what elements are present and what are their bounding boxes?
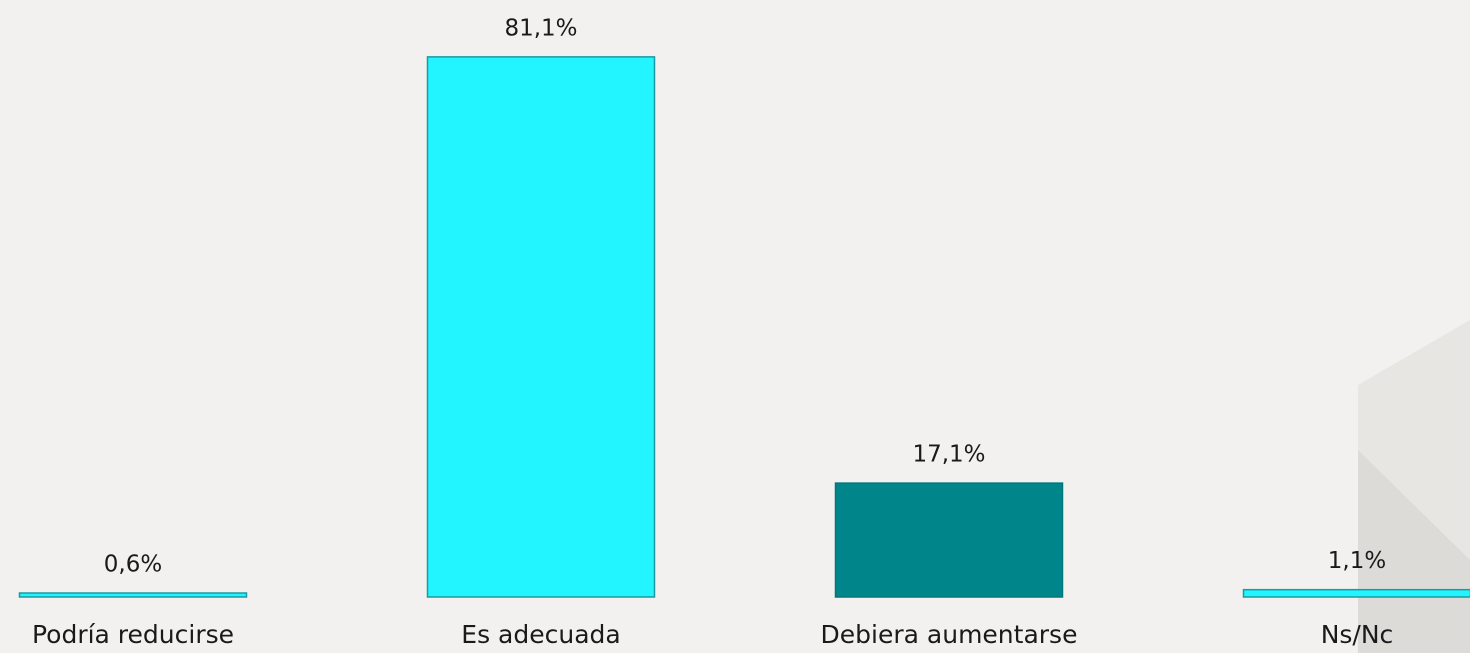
value-label: 0,6% xyxy=(104,552,162,578)
decoration xyxy=(1358,450,1470,653)
bar xyxy=(426,56,656,598)
x-tick-label: Ns/Nc xyxy=(1321,620,1394,649)
bar xyxy=(18,592,248,598)
value-label: 81,1% xyxy=(504,15,577,41)
x-tick-label: Es adecuada xyxy=(461,620,620,649)
x-tick-label: Podría reducirse xyxy=(32,620,234,649)
value-label: 1,1% xyxy=(1328,548,1386,574)
x-tick-label: Debiera aumentarse xyxy=(821,620,1078,649)
value-label: 17,1% xyxy=(912,442,985,468)
bar xyxy=(1242,588,1470,598)
bar xyxy=(834,482,1064,598)
